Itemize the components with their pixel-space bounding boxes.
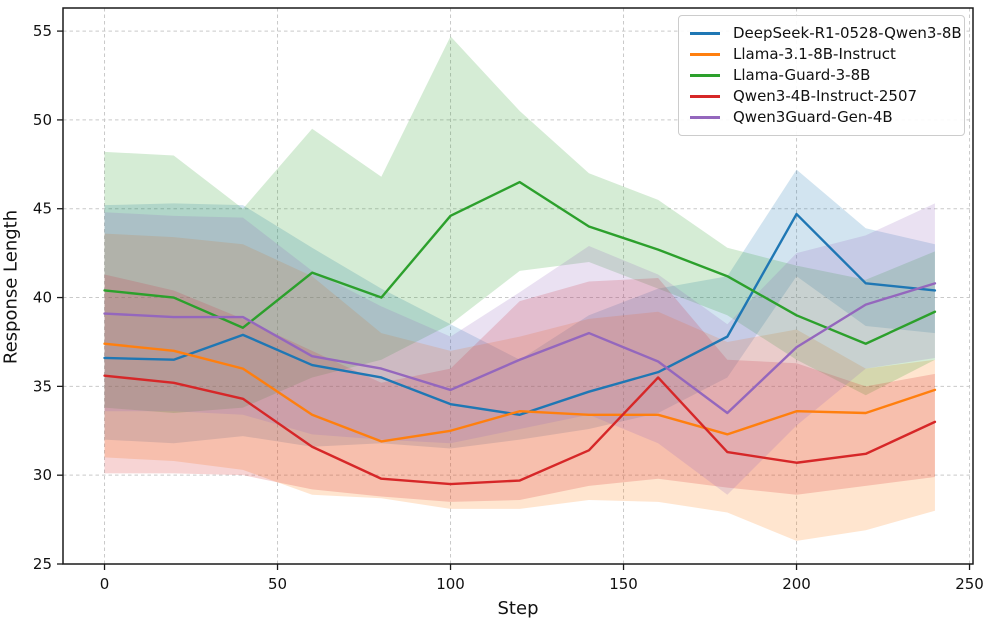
legend-label: Llama-3.1-8B-Instruct bbox=[733, 45, 896, 63]
x-tick-label: 100 bbox=[436, 575, 465, 593]
legend-line-swatch bbox=[690, 53, 720, 56]
y-tick-label: 45 bbox=[33, 200, 52, 218]
y-tick-label: 55 bbox=[33, 22, 52, 40]
x-tick-label: 150 bbox=[609, 575, 638, 593]
series-line bbox=[103, 282, 937, 415]
series-line bbox=[103, 374, 937, 486]
legend-label: Qwen3Guard-Gen-4B bbox=[733, 108, 893, 126]
x-tick-label: 250 bbox=[955, 575, 984, 593]
legend-item: DeepSeek-R1-0528-Qwen3-8B bbox=[684, 23, 962, 44]
x-tick-label: 0 bbox=[100, 575, 110, 593]
y-axis-label: Response Length bbox=[0, 209, 22, 365]
legend-item: Qwen3Guard-Gen-4B bbox=[684, 107, 956, 128]
confidence-band bbox=[104, 169, 935, 449]
y-tick-label: 40 bbox=[33, 289, 52, 307]
legend: DeepSeek-R1-0528-Qwen3-8B Llama-3.1-8B-In… bbox=[678, 15, 965, 136]
confidence-band bbox=[104, 274, 935, 502]
legend-label: Qwen3-4B-Instruct-2507 bbox=[733, 87, 918, 105]
confidence-band bbox=[104, 203, 935, 495]
legend-label: DeepSeek-R1-0528-Qwen3-8B bbox=[733, 24, 962, 42]
legend-line-swatch bbox=[690, 95, 720, 98]
series-line bbox=[103, 342, 937, 443]
confidence-band bbox=[104, 233, 935, 541]
confidence-band bbox=[104, 36, 935, 414]
legend-item: Llama-Guard-3-8B bbox=[684, 65, 956, 86]
y-tick-label: 50 bbox=[33, 111, 52, 129]
legend-label: Llama-Guard-3-8B bbox=[733, 66, 871, 84]
y-tick-label: 25 bbox=[33, 555, 52, 573]
x-tick-label: 200 bbox=[782, 575, 811, 593]
series-line bbox=[103, 212, 937, 416]
plot-spines bbox=[62, 7, 974, 565]
series-line bbox=[103, 180, 937, 345]
y-tick-label: 35 bbox=[33, 377, 52, 395]
legend-item: Llama-3.1-8B-Instruct bbox=[684, 44, 956, 65]
y-tick-label: 30 bbox=[33, 466, 52, 484]
x-tick-label: 50 bbox=[268, 575, 287, 593]
x-axis-label: Step bbox=[497, 598, 539, 619]
legend-item: Qwen3-4B-Instruct-2507 bbox=[684, 86, 956, 107]
legend-line-swatch bbox=[690, 32, 720, 35]
legend-line-swatch bbox=[690, 116, 720, 119]
legend-line-swatch bbox=[690, 74, 720, 77]
